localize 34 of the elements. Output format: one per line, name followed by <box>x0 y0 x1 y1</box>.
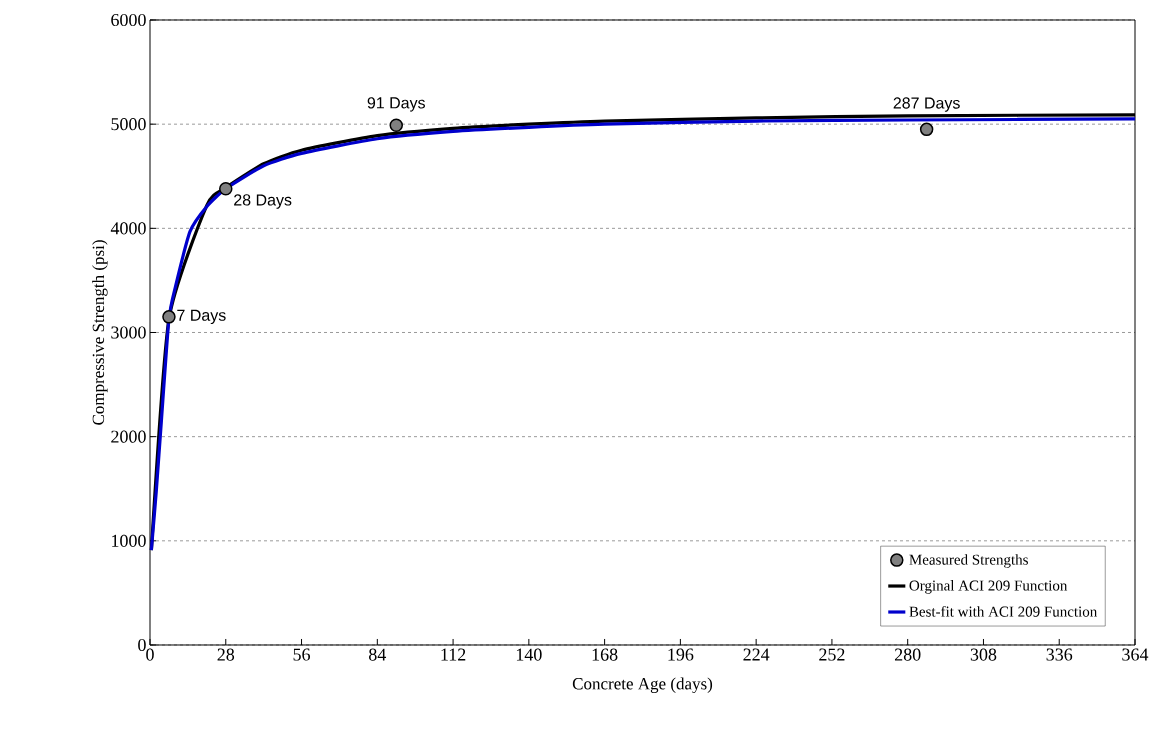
annotation: 7 Days <box>177 309 226 325</box>
y-tick-label: 1000 <box>112 534 146 547</box>
x-tick-label: 28 <box>217 648 235 661</box>
point <box>162 310 176 324</box>
x-tick-label: 336 <box>1046 648 1073 661</box>
y-tick-label: 0 <box>138 638 146 652</box>
annotation: 287 Days <box>893 97 960 112</box>
point <box>389 118 403 132</box>
y-tick-label: 3000 <box>111 326 146 339</box>
y-tick-label: 5000 <box>111 118 146 131</box>
x-tick-label: 140 <box>516 648 542 661</box>
x-tick-label: 252 <box>819 648 845 661</box>
x-tick-label: 56 <box>293 648 311 661</box>
x-tick-label: 0 <box>146 648 154 661</box>
x-axis-title: Concrete Age (days) <box>572 677 713 693</box>
x-tick-label: 280 <box>894 648 921 661</box>
y-tick-label: 6000 <box>111 13 146 27</box>
annotation: 91 Days <box>367 97 425 112</box>
x-tick-label: 196 <box>668 648 694 661</box>
x-tick-label: 364 <box>1122 648 1149 661</box>
point <box>219 182 233 196</box>
x-tick-label: 224 <box>743 648 770 661</box>
x-tick-label: 168 <box>592 648 618 661</box>
annotation: 28 Days <box>234 194 292 209</box>
y-tick-label: 2000 <box>111 430 146 443</box>
x-tick-label: 308 <box>970 648 997 661</box>
legend-label: Best-fit with ACI 209 Function <box>909 605 1098 617</box>
point <box>919 122 934 137</box>
legend-label: Measured Strengths <box>909 554 1028 568</box>
legend-label: Orginal ACI 209 Function <box>909 580 1068 594</box>
x-tick-label: 112 <box>441 648 466 661</box>
y-axis-title: Compressive Strength (psi) <box>92 240 108 425</box>
x-tick-label: 84 <box>369 648 387 661</box>
y-tick-label: 4000 <box>110 222 146 235</box>
